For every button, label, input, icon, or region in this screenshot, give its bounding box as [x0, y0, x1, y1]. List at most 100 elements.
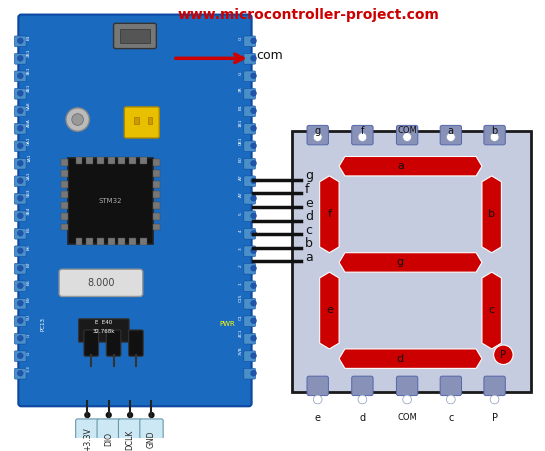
Bar [97, 157, 104, 164]
FancyBboxPatch shape [244, 36, 256, 46]
Bar [61, 192, 68, 198]
Text: 5B3: 5B3 [27, 189, 31, 197]
Text: a: a [448, 126, 454, 136]
Text: 3R: 3R [239, 87, 243, 92]
Circle shape [17, 265, 23, 271]
FancyBboxPatch shape [15, 176, 26, 187]
FancyBboxPatch shape [124, 107, 159, 138]
Text: STM32: STM32 [99, 198, 123, 204]
FancyBboxPatch shape [15, 141, 26, 152]
FancyBboxPatch shape [484, 376, 505, 396]
Circle shape [251, 230, 257, 236]
FancyBboxPatch shape [244, 281, 256, 292]
Circle shape [251, 300, 257, 306]
Text: E  E40: E E40 [95, 320, 112, 325]
Text: G: G [27, 351, 31, 355]
Bar [148, 117, 153, 124]
FancyBboxPatch shape [15, 333, 26, 344]
Text: DCLK: DCLK [125, 429, 135, 450]
FancyBboxPatch shape [244, 88, 256, 99]
Circle shape [17, 230, 23, 236]
Circle shape [17, 300, 23, 306]
FancyBboxPatch shape [106, 330, 121, 356]
Bar [154, 170, 160, 177]
Bar [97, 238, 104, 245]
Polygon shape [339, 156, 482, 176]
Circle shape [17, 336, 23, 341]
Text: A7: A7 [239, 174, 243, 180]
Text: b: b [488, 209, 495, 219]
Text: 3VB: 3VB [239, 346, 243, 355]
Bar [154, 202, 160, 209]
Text: 2B1: 2B1 [27, 49, 31, 57]
Bar [61, 202, 68, 209]
Circle shape [251, 248, 257, 253]
Text: PC13: PC13 [40, 317, 45, 331]
FancyBboxPatch shape [244, 299, 256, 309]
Text: 0B1: 0B1 [239, 136, 243, 145]
FancyBboxPatch shape [15, 281, 26, 292]
Text: G: G [27, 334, 31, 337]
FancyBboxPatch shape [244, 368, 256, 379]
FancyBboxPatch shape [15, 71, 26, 82]
FancyBboxPatch shape [15, 246, 26, 257]
Text: 3.3: 3.3 [27, 365, 31, 372]
Bar [86, 238, 93, 245]
Text: e: e [305, 197, 313, 210]
Text: B1: B1 [239, 104, 243, 110]
FancyBboxPatch shape [15, 316, 26, 327]
Circle shape [251, 38, 257, 44]
Circle shape [17, 38, 23, 44]
FancyBboxPatch shape [307, 376, 329, 396]
Text: g: g [305, 170, 313, 182]
Text: PWR: PWR [220, 321, 235, 327]
FancyBboxPatch shape [113, 23, 156, 49]
Circle shape [17, 318, 23, 324]
Circle shape [85, 413, 90, 418]
Text: COM: COM [397, 126, 417, 135]
Text: COM: COM [397, 413, 417, 422]
FancyBboxPatch shape [307, 125, 329, 145]
Circle shape [17, 108, 23, 114]
FancyBboxPatch shape [118, 419, 142, 451]
Bar [140, 238, 147, 245]
FancyBboxPatch shape [244, 106, 256, 117]
FancyBboxPatch shape [484, 125, 505, 145]
Polygon shape [319, 272, 339, 349]
Bar [76, 157, 82, 164]
Text: 2A1: 2A1 [27, 171, 31, 180]
Text: B5: B5 [27, 226, 31, 232]
Circle shape [251, 336, 257, 341]
Circle shape [17, 73, 23, 79]
Polygon shape [339, 253, 482, 272]
Text: 4B1: 4B1 [27, 84, 31, 92]
Bar [68, 158, 154, 244]
Text: P: P [500, 350, 506, 360]
Text: 3: 3 [239, 247, 243, 250]
Text: GND: GND [147, 431, 156, 448]
Text: 8.000: 8.000 [87, 278, 114, 288]
Bar [61, 181, 68, 188]
FancyBboxPatch shape [15, 228, 26, 239]
FancyBboxPatch shape [440, 125, 462, 145]
Circle shape [251, 143, 257, 149]
Text: c: c [489, 305, 495, 315]
FancyBboxPatch shape [15, 158, 26, 169]
FancyBboxPatch shape [244, 193, 256, 204]
FancyBboxPatch shape [244, 246, 256, 257]
Bar [61, 159, 68, 166]
Circle shape [149, 413, 154, 418]
FancyBboxPatch shape [244, 141, 256, 152]
Bar [61, 224, 68, 230]
Text: A7: A7 [239, 192, 243, 197]
Text: g: g [314, 126, 321, 136]
FancyBboxPatch shape [244, 176, 256, 187]
Circle shape [313, 395, 322, 404]
Circle shape [66, 108, 89, 131]
FancyBboxPatch shape [244, 263, 256, 274]
FancyBboxPatch shape [129, 330, 143, 356]
Circle shape [17, 90, 23, 96]
Text: 1A1: 1A1 [27, 154, 31, 162]
FancyBboxPatch shape [352, 125, 373, 145]
Text: f: f [305, 183, 310, 196]
